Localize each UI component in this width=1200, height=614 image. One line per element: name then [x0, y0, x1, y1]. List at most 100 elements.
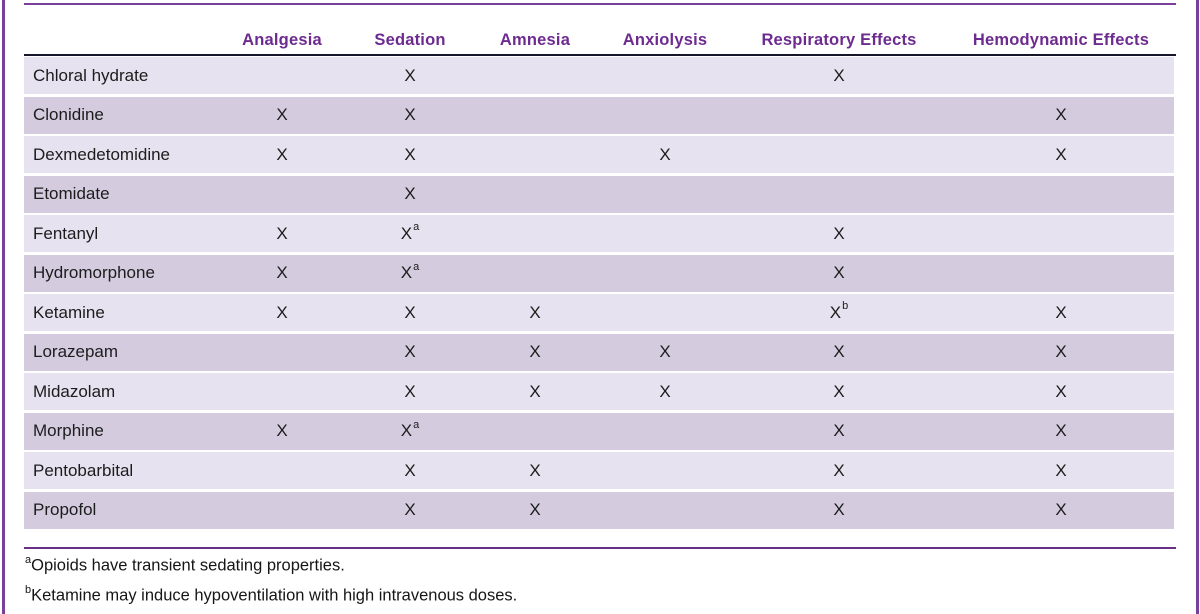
- effect-cell: X: [730, 452, 948, 489]
- drug-name-cell: Ketamine: [24, 294, 214, 331]
- table-header-row: AnalgesiaSedationAmnesiaAnxiolysisRespir…: [24, 20, 1174, 52]
- effect-cell: X: [350, 294, 470, 331]
- footnote-b-marker: b: [25, 584, 31, 596]
- effect-cell: X: [948, 136, 1174, 173]
- effect-cell: [948, 176, 1174, 213]
- effect-cell: X: [470, 294, 600, 331]
- drug-name-cell: Lorazepam: [24, 334, 214, 371]
- effect-cell: [470, 413, 600, 450]
- effect-cell: [600, 57, 730, 94]
- effect-cell: X: [214, 136, 350, 173]
- table-row: PentobarbitalXXXX: [24, 452, 1174, 489]
- effect-cell: X: [350, 492, 470, 529]
- effect-cell: [214, 176, 350, 213]
- effect-cell: X: [730, 334, 948, 371]
- table-row: HydromorphoneXXaX: [24, 255, 1174, 292]
- effect-cell: X: [948, 97, 1174, 134]
- table-row: MidazolamXXXXX: [24, 373, 1174, 410]
- effect-cell: [470, 176, 600, 213]
- drug-name-cell: Chloral hydrate: [24, 57, 214, 94]
- drug-name-cell: Hydromorphone: [24, 255, 214, 292]
- effect-cell: X: [214, 97, 350, 134]
- effect-cell: X: [350, 334, 470, 371]
- left-border-line: [2, 0, 5, 614]
- footnote-marker-superscript: b: [842, 301, 848, 312]
- effect-cell: X: [600, 373, 730, 410]
- effect-cell: X: [214, 413, 350, 450]
- effect-cell: [948, 57, 1174, 94]
- footnote-b-text: Ketamine may induce hypoventilation with…: [31, 586, 517, 604]
- drug-name-cell: Etomidate: [24, 176, 214, 213]
- effect-cell: X: [948, 413, 1174, 450]
- effect-cell: [730, 136, 948, 173]
- effect-cell: X: [350, 97, 470, 134]
- effect-cell: [470, 57, 600, 94]
- table-row: FentanylXXaX: [24, 215, 1174, 252]
- effect-cell: [600, 255, 730, 292]
- drug-name-cell: Pentobarbital: [24, 452, 214, 489]
- effect-cell: X: [730, 492, 948, 529]
- effect-cell: [470, 136, 600, 173]
- column-header-anxiolysis: Anxiolysis: [600, 31, 730, 50]
- drug-name-cell: Midazolam: [24, 373, 214, 410]
- effect-cell: [730, 176, 948, 213]
- effect-cell: X: [948, 373, 1174, 410]
- effect-cell: X: [214, 215, 350, 252]
- effect-cell: X: [730, 413, 948, 450]
- effect-cell: [600, 97, 730, 134]
- table-row: DexmedetomidineXXXX: [24, 136, 1174, 173]
- effect-cell: X: [214, 294, 350, 331]
- effect-cell: X: [600, 334, 730, 371]
- table-row: KetamineXXXXbX: [24, 294, 1174, 331]
- footnote-a-text: Opioids have transient sedating properti…: [31, 557, 345, 575]
- effect-cell: X: [470, 492, 600, 529]
- effect-cell: X: [350, 176, 470, 213]
- effect-cell: [600, 294, 730, 331]
- drug-name-cell: Dexmedetomidine: [24, 136, 214, 173]
- footnote-separator-line: [24, 547, 1176, 549]
- footnote-marker-superscript: a: [413, 222, 419, 233]
- effect-cell: [948, 215, 1174, 252]
- effect-cell: [600, 215, 730, 252]
- footnote-marker-superscript: a: [413, 262, 419, 273]
- top-rule-line: [24, 3, 1176, 5]
- column-header-analgesia: Analgesia: [214, 31, 350, 50]
- column-header-respiratory-effects: Respiratory Effects: [730, 31, 948, 50]
- footnote-marker-superscript: a: [413, 420, 419, 431]
- effect-cell: [470, 97, 600, 134]
- effect-cell: [470, 255, 600, 292]
- effect-cell: [600, 176, 730, 213]
- footnote-a: aOpioids have transient sedating propert…: [25, 556, 1165, 576]
- effect-cell: X: [948, 294, 1174, 331]
- effect-cell: X: [730, 255, 948, 292]
- effect-cell: Xa: [350, 413, 470, 450]
- table-row: ClonidineXXX: [24, 97, 1174, 134]
- table-row: LorazepamXXXXX: [24, 334, 1174, 371]
- footnote-b: bKetamine may induce hypoventilation wit…: [25, 586, 1165, 606]
- effect-cell: [214, 492, 350, 529]
- drug-name-cell: Clonidine: [24, 97, 214, 134]
- paper-table-page: AnalgesiaSedationAmnesiaAnxiolysisRespir…: [0, 0, 1200, 614]
- effect-cell: X: [470, 452, 600, 489]
- effect-cell: X: [948, 452, 1174, 489]
- table-row: Etomidate X: [24, 176, 1174, 213]
- effect-cell: [600, 452, 730, 489]
- table-row: Chloral hydrateXX: [24, 57, 1174, 94]
- effect-cell: Xb: [730, 294, 948, 331]
- effect-cell: X: [350, 452, 470, 489]
- effect-cell: [730, 97, 948, 134]
- effect-cell: [214, 373, 350, 410]
- right-border-line: [1196, 0, 1199, 614]
- table-body: Chloral hydrateXXClonidineXXXDexmedetomi…: [24, 57, 1174, 531]
- effect-cell: X: [214, 255, 350, 292]
- effect-cell: Xa: [350, 215, 470, 252]
- drug-name-cell: Fentanyl: [24, 215, 214, 252]
- effect-cell: [948, 255, 1174, 292]
- effect-cell: [600, 492, 730, 529]
- effect-cell: X: [350, 373, 470, 410]
- effect-cell: X: [948, 334, 1174, 371]
- effect-cell: Xa: [350, 255, 470, 292]
- effect-cell: [214, 452, 350, 489]
- effect-cell: X: [948, 492, 1174, 529]
- column-header-hemodynamic-effects: Hemodynamic Effects: [948, 31, 1174, 50]
